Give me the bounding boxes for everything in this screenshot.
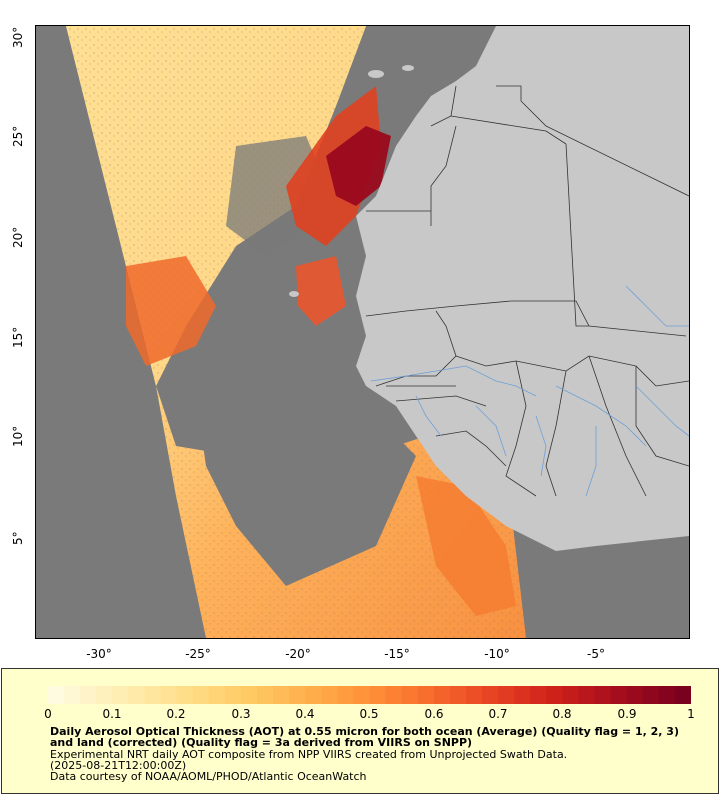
aot-plume-south [416,476,516,616]
color-step [80,686,97,704]
x-tick-label: -20° [285,647,311,661]
map-area[interactable] [35,25,690,639]
scale-label: 0.2 [166,707,186,721]
color-step [337,686,354,704]
color-step [562,686,579,704]
color-step [498,686,515,704]
color-step [610,686,628,704]
scale-label: 0.8 [552,707,572,721]
y-tick-label: 15° [11,326,25,348]
color-step [578,686,596,704]
color-step [433,686,451,704]
scale-label: 0.4 [295,707,315,721]
color-step [353,686,370,704]
y-tick-label: 5° [11,531,25,545]
scale-label: 0 [44,707,52,721]
color-step [176,686,194,704]
legend-panel: 0 0.1 0.2 0.3 0.4 0.5 0.6 0.7 0.8 0.9 1 … [1,668,719,794]
scale-label: 0.6 [424,707,444,721]
color-step [321,686,338,704]
color-step [96,686,113,704]
scale-label: 0.7 [488,707,508,721]
color-scale-bar [48,686,691,704]
aot-plume-west [126,256,216,366]
color-step [642,686,660,704]
color-step [256,686,274,704]
color-step [208,686,226,704]
island [289,291,299,297]
y-tick-label: 20° [11,226,25,248]
swath-gap-ocean [196,376,416,586]
color-step [305,686,322,704]
color-step [514,686,531,704]
africa-land [356,26,689,551]
color-step [465,686,483,704]
color-step [482,686,499,704]
color-step [658,686,676,704]
color-step [530,686,547,704]
legend-credit: Data courtesy of NOAA/AOML/PHOD/Atlantic… [50,770,367,783]
color-step [273,686,290,704]
y-tick-label: 25° [11,125,25,147]
aot-plume-mid [296,256,346,326]
x-tick-label: -25° [185,647,211,661]
aot-plume-max [326,126,391,206]
color-step [289,686,306,704]
scale-label: 0.9 [617,707,637,721]
color-step [626,686,644,704]
color-step [112,686,129,704]
scale-label: 0.1 [102,707,122,721]
color-step [546,686,563,704]
scale-label: 0.5 [359,707,379,721]
color-step [369,686,387,704]
x-tick-label: -30° [86,647,112,661]
color-step [144,686,162,704]
x-tick-label: -15° [384,647,410,661]
country-borders [365,85,689,497]
island [402,65,414,71]
rivers [370,285,689,497]
y-tick-label: 30° [11,26,25,48]
color-step [128,686,145,704]
x-tick-label: -10° [484,647,510,661]
y-tick-label: 10° [11,425,25,447]
legend-timestamp: (2025-08-21T12:00:00Z) [50,759,187,772]
color-step [417,686,435,704]
aot-map [66,26,689,638]
legend-description: Experimental NRT daily AOT composite fro… [50,748,568,761]
legend-title: Daily Aerosol Optical Thickness (AOT) at… [50,725,679,749]
color-step [192,686,210,704]
scale-label: 1 [687,707,695,721]
color-step [240,686,258,704]
color-step [401,686,419,704]
scale-label: 0.3 [231,707,251,721]
color-step [224,686,242,704]
color-step [449,686,467,704]
color-step [48,686,65,704]
color-step [385,686,403,704]
x-tick-label: -5° [587,647,605,661]
color-step [160,686,178,704]
color-step [64,686,81,704]
island [368,70,384,78]
color-step [674,686,691,704]
color-step [594,686,612,704]
